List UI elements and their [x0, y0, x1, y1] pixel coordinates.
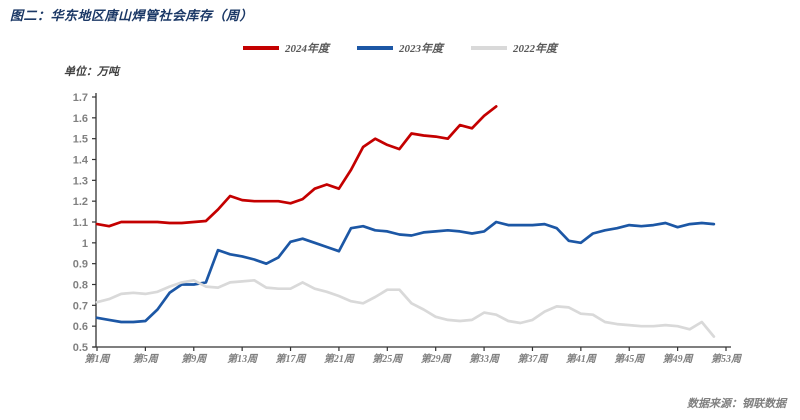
chart-legend: 2024年度 2023年度 2022年度	[0, 40, 800, 56]
legend-item-2022: 2022年度	[471, 40, 557, 56]
y-axis-tick-label: 0.8	[73, 280, 88, 292]
x-axis-tick-label: 第21周	[324, 353, 356, 365]
x-axis-tick-label: 第9周	[181, 353, 208, 365]
chart-title: 图二：华东地区唐山焊管社会库存（周）	[10, 8, 254, 23]
y-axis-tick-label: 1.4	[73, 155, 89, 167]
y-axis-tick-label: 1	[82, 238, 88, 250]
y-axis-tick-label: 0.9	[73, 259, 88, 271]
y-axis-tick-label: 1.5	[73, 134, 88, 146]
x-axis-tick-label: 第17周	[276, 353, 308, 365]
x-axis-tick-label: 第33周	[469, 353, 501, 365]
unit-label: 单位：万吨	[64, 66, 119, 78]
x-axis-tick-label: 第37周	[517, 353, 549, 365]
x-axis-tick-label: 第13周	[227, 353, 259, 365]
y-axis-tick-label: 0.5	[73, 342, 88, 354]
y-axis-tick-label: 0.7	[73, 300, 88, 312]
x-axis-tick-label: 第41周	[566, 353, 598, 365]
x-axis-tick-label: 第29周	[421, 353, 453, 365]
legend-swatch-2024	[243, 46, 279, 50]
data-source-label: 数据来源：钢联数据	[687, 398, 786, 410]
y-axis-tick-label: 0.6	[73, 321, 88, 333]
legend-label-2024: 2024年度	[285, 43, 329, 55]
y-axis-tick-label: 1.1	[73, 217, 88, 229]
legend-item-2024: 2024年度	[243, 40, 329, 56]
series-line-2022	[95, 278, 716, 338]
legend-swatch-2023	[357, 46, 393, 50]
x-axis-tick-label: 第1周	[85, 353, 112, 365]
x-axis-tick-label: 第45周	[614, 353, 646, 365]
x-axis-tick-label: 第25周	[372, 353, 404, 365]
y-axis-tick-label: 1.6	[73, 113, 88, 125]
y-axis-tick-label: 1.7	[73, 92, 88, 104]
series-line-2023	[95, 220, 716, 324]
x-axis-tick-label: 第5周	[133, 353, 160, 365]
legend-item-2023: 2023年度	[357, 40, 443, 56]
legend-swatch-2022	[471, 46, 507, 50]
y-axis-tick-label: 1.3	[73, 175, 88, 187]
legend-label-2023: 2023年度	[399, 43, 443, 55]
x-axis-tick-label: 第49周	[663, 353, 695, 365]
y-axis-tick-label: 1.2	[73, 196, 88, 208]
legend-label-2022: 2022年度	[513, 43, 557, 55]
series-line-2024	[95, 105, 498, 228]
x-axis-tick-label: 第53周	[711, 353, 743, 365]
